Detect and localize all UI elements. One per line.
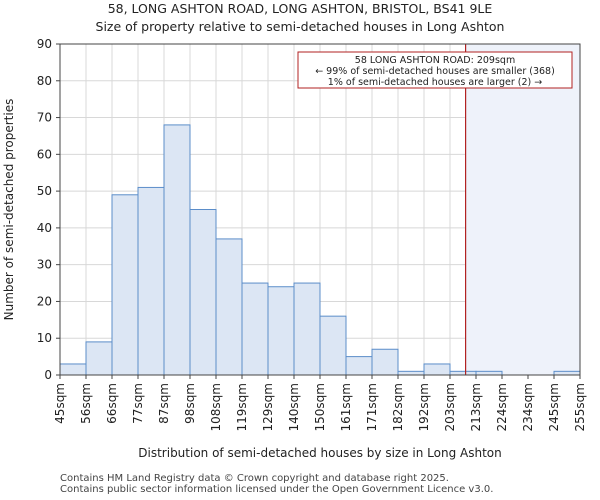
x-tick-140sqm: 140sqm <box>287 383 301 431</box>
x-tick-234sqm: 234sqm <box>521 383 535 431</box>
annotation-line-2: ← 99% of semi-detached houses are smalle… <box>315 66 555 77</box>
histogram-bars <box>59 124 581 376</box>
footer-copyright-line: Contains HM Land Registry data © Crown c… <box>60 473 449 484</box>
bar-66sqm <box>111 194 139 376</box>
x-axis-label: Distribution of semi-detached houses by … <box>138 446 501 460</box>
x-tick-77sqm: 77sqm <box>131 383 145 424</box>
x-tick-129sqm: 129sqm <box>261 383 275 431</box>
y-tick-50: 50 <box>37 184 52 198</box>
chart-title-address: 58, LONG ASHTON ROAD, LONG ASHTON, BRIST… <box>107 1 493 16</box>
x-tick-224sqm: 224sqm <box>495 383 509 431</box>
bar-56sqm <box>85 341 113 376</box>
x-tick-108sqm: 108sqm <box>209 383 223 431</box>
annotation-line-1: 58 LONG ASHTON ROAD: 209sqm <box>355 55 515 66</box>
x-tick-98sqm: 98sqm <box>183 383 197 424</box>
y-tick-80: 80 <box>37 74 52 88</box>
bar-129sqm <box>267 286 295 376</box>
x-tick-87sqm: 87sqm <box>157 383 171 424</box>
y-tick-10: 10 <box>37 331 52 345</box>
x-tick-150sqm: 150sqm <box>313 383 327 431</box>
x-tick-255sqm: 255sqm <box>573 383 587 431</box>
x-tick-56sqm: 56sqm <box>79 383 93 424</box>
x-tick-161sqm: 161sqm <box>339 383 353 431</box>
x-tick-245sqm: 245sqm <box>547 383 561 431</box>
larger-region-shade <box>465 44 580 375</box>
x-tick-213sqm: 213sqm <box>469 383 483 431</box>
annotation-box: 58 LONG ASHTON ROAD: 209sqm ← 99% of sem… <box>297 51 573 89</box>
footer-licence-line: Contains public sector information licen… <box>60 484 494 495</box>
bar-119sqm <box>241 282 269 376</box>
x-tick-203sqm: 203sqm <box>443 383 457 431</box>
bar-171sqm <box>371 348 399 376</box>
x-tick-182sqm: 182sqm <box>391 383 405 431</box>
x-tick-119sqm: 119sqm <box>235 383 249 431</box>
x-tick-192sqm: 192sqm <box>417 383 431 431</box>
y-tick-30: 30 <box>37 258 52 272</box>
bar-203sqm <box>449 370 477 376</box>
y-tick-20: 20 <box>37 294 52 308</box>
y-axis-label: Number of semi-detached properties <box>2 99 16 321</box>
y-tick-70: 70 <box>37 111 52 125</box>
chart-subtitle: Size of property relative to semi-detach… <box>95 19 505 34</box>
x-tick-171sqm: 171sqm <box>365 383 379 431</box>
bar-161sqm <box>345 356 373 376</box>
bar-192sqm <box>423 363 451 376</box>
x-tick-45sqm: 45sqm <box>53 383 67 424</box>
y-tick-0: 0 <box>44 368 52 382</box>
bar-245sqm <box>553 370 581 376</box>
bar-98sqm <box>189 209 217 376</box>
bar-182sqm <box>397 370 425 376</box>
bar-140sqm <box>293 282 321 376</box>
bar-45sqm <box>59 363 87 376</box>
bar-77sqm <box>137 186 165 376</box>
bar-87sqm <box>163 124 191 376</box>
y-tick-labels: 0 10 20 30 40 50 60 70 80 90 <box>37 37 60 382</box>
bar-213sqm <box>475 370 503 376</box>
x-tick-labels: 45sqm 56sqm 66sqm 77sqm 87sqm 98sqm 108sqm 119s… <box>53 375 587 431</box>
y-tick-90: 90 <box>37 37 52 51</box>
y-tick-60: 60 <box>37 147 52 161</box>
bar-108sqm <box>215 238 243 376</box>
annotation-border <box>297 51 573 89</box>
annotation-line-3: 1% of semi-detached houses are larger (2… <box>328 77 542 88</box>
x-tick-66sqm: 66sqm <box>105 383 119 424</box>
bar-150sqm <box>319 315 347 376</box>
y-tick-40: 40 <box>37 221 52 235</box>
